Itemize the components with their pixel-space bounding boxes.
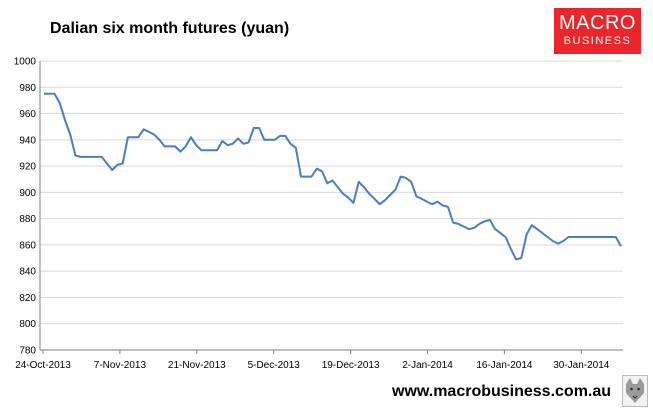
- x-tick-label: 19-Dec-2013: [322, 360, 380, 371]
- y-tick-label: 940: [19, 135, 36, 146]
- footer-url: www.macrobusiness.com.au: [392, 383, 612, 400]
- plot-area: [40, 61, 623, 350]
- gridlines: [40, 60, 623, 325]
- x-axis-tick-labels: 24-Oct-2013 7-Nov-2013 21-Nov-2013 5-Dec-20…: [15, 360, 610, 371]
- y-tick-label: 880: [19, 214, 36, 225]
- y-tick-label: 820: [19, 293, 36, 304]
- x-tick-label: 5-Dec-2013: [248, 360, 301, 371]
- y-tick-label: 860: [19, 240, 36, 251]
- x-tick-label: 30-Jan-2014: [553, 360, 610, 371]
- y-tick-label: 1000: [14, 57, 37, 68]
- logo-line-1: MACRO: [559, 12, 636, 34]
- y-tick-label: 900: [19, 188, 36, 199]
- x-tick-label: 7-Nov-2013: [94, 360, 147, 371]
- y-tick-label: 960: [19, 109, 36, 120]
- y-tick-label: 920: [19, 162, 36, 173]
- logo-line-2: BUSINESS: [563, 35, 632, 47]
- wolf-icon: [622, 375, 648, 407]
- x-axis-tick-marks: [42, 350, 582, 354]
- x-tick-label: 21-Nov-2013: [168, 360, 226, 371]
- y-tick-label: 980: [19, 83, 36, 94]
- x-tick-label: 2-Jan-2014: [402, 360, 453, 371]
- chart-title: Dalian six month futures (yuan): [50, 20, 290, 37]
- macrobusiness-logo: MACRO BUSINESS: [554, 8, 641, 54]
- y-axis-tick-labels: 780 800 820 840 860 880 900 920 940 960 980 1000: [14, 57, 37, 357]
- series-line: [44, 92, 622, 261]
- y-tick-label: 840: [19, 267, 36, 278]
- x-tick-label: 24-Oct-2013: [15, 360, 71, 371]
- x-tick-label: 16-Jan-2014: [476, 360, 533, 371]
- y-tick-label: 800: [19, 319, 36, 330]
- y-tick-label: 780: [19, 346, 36, 357]
